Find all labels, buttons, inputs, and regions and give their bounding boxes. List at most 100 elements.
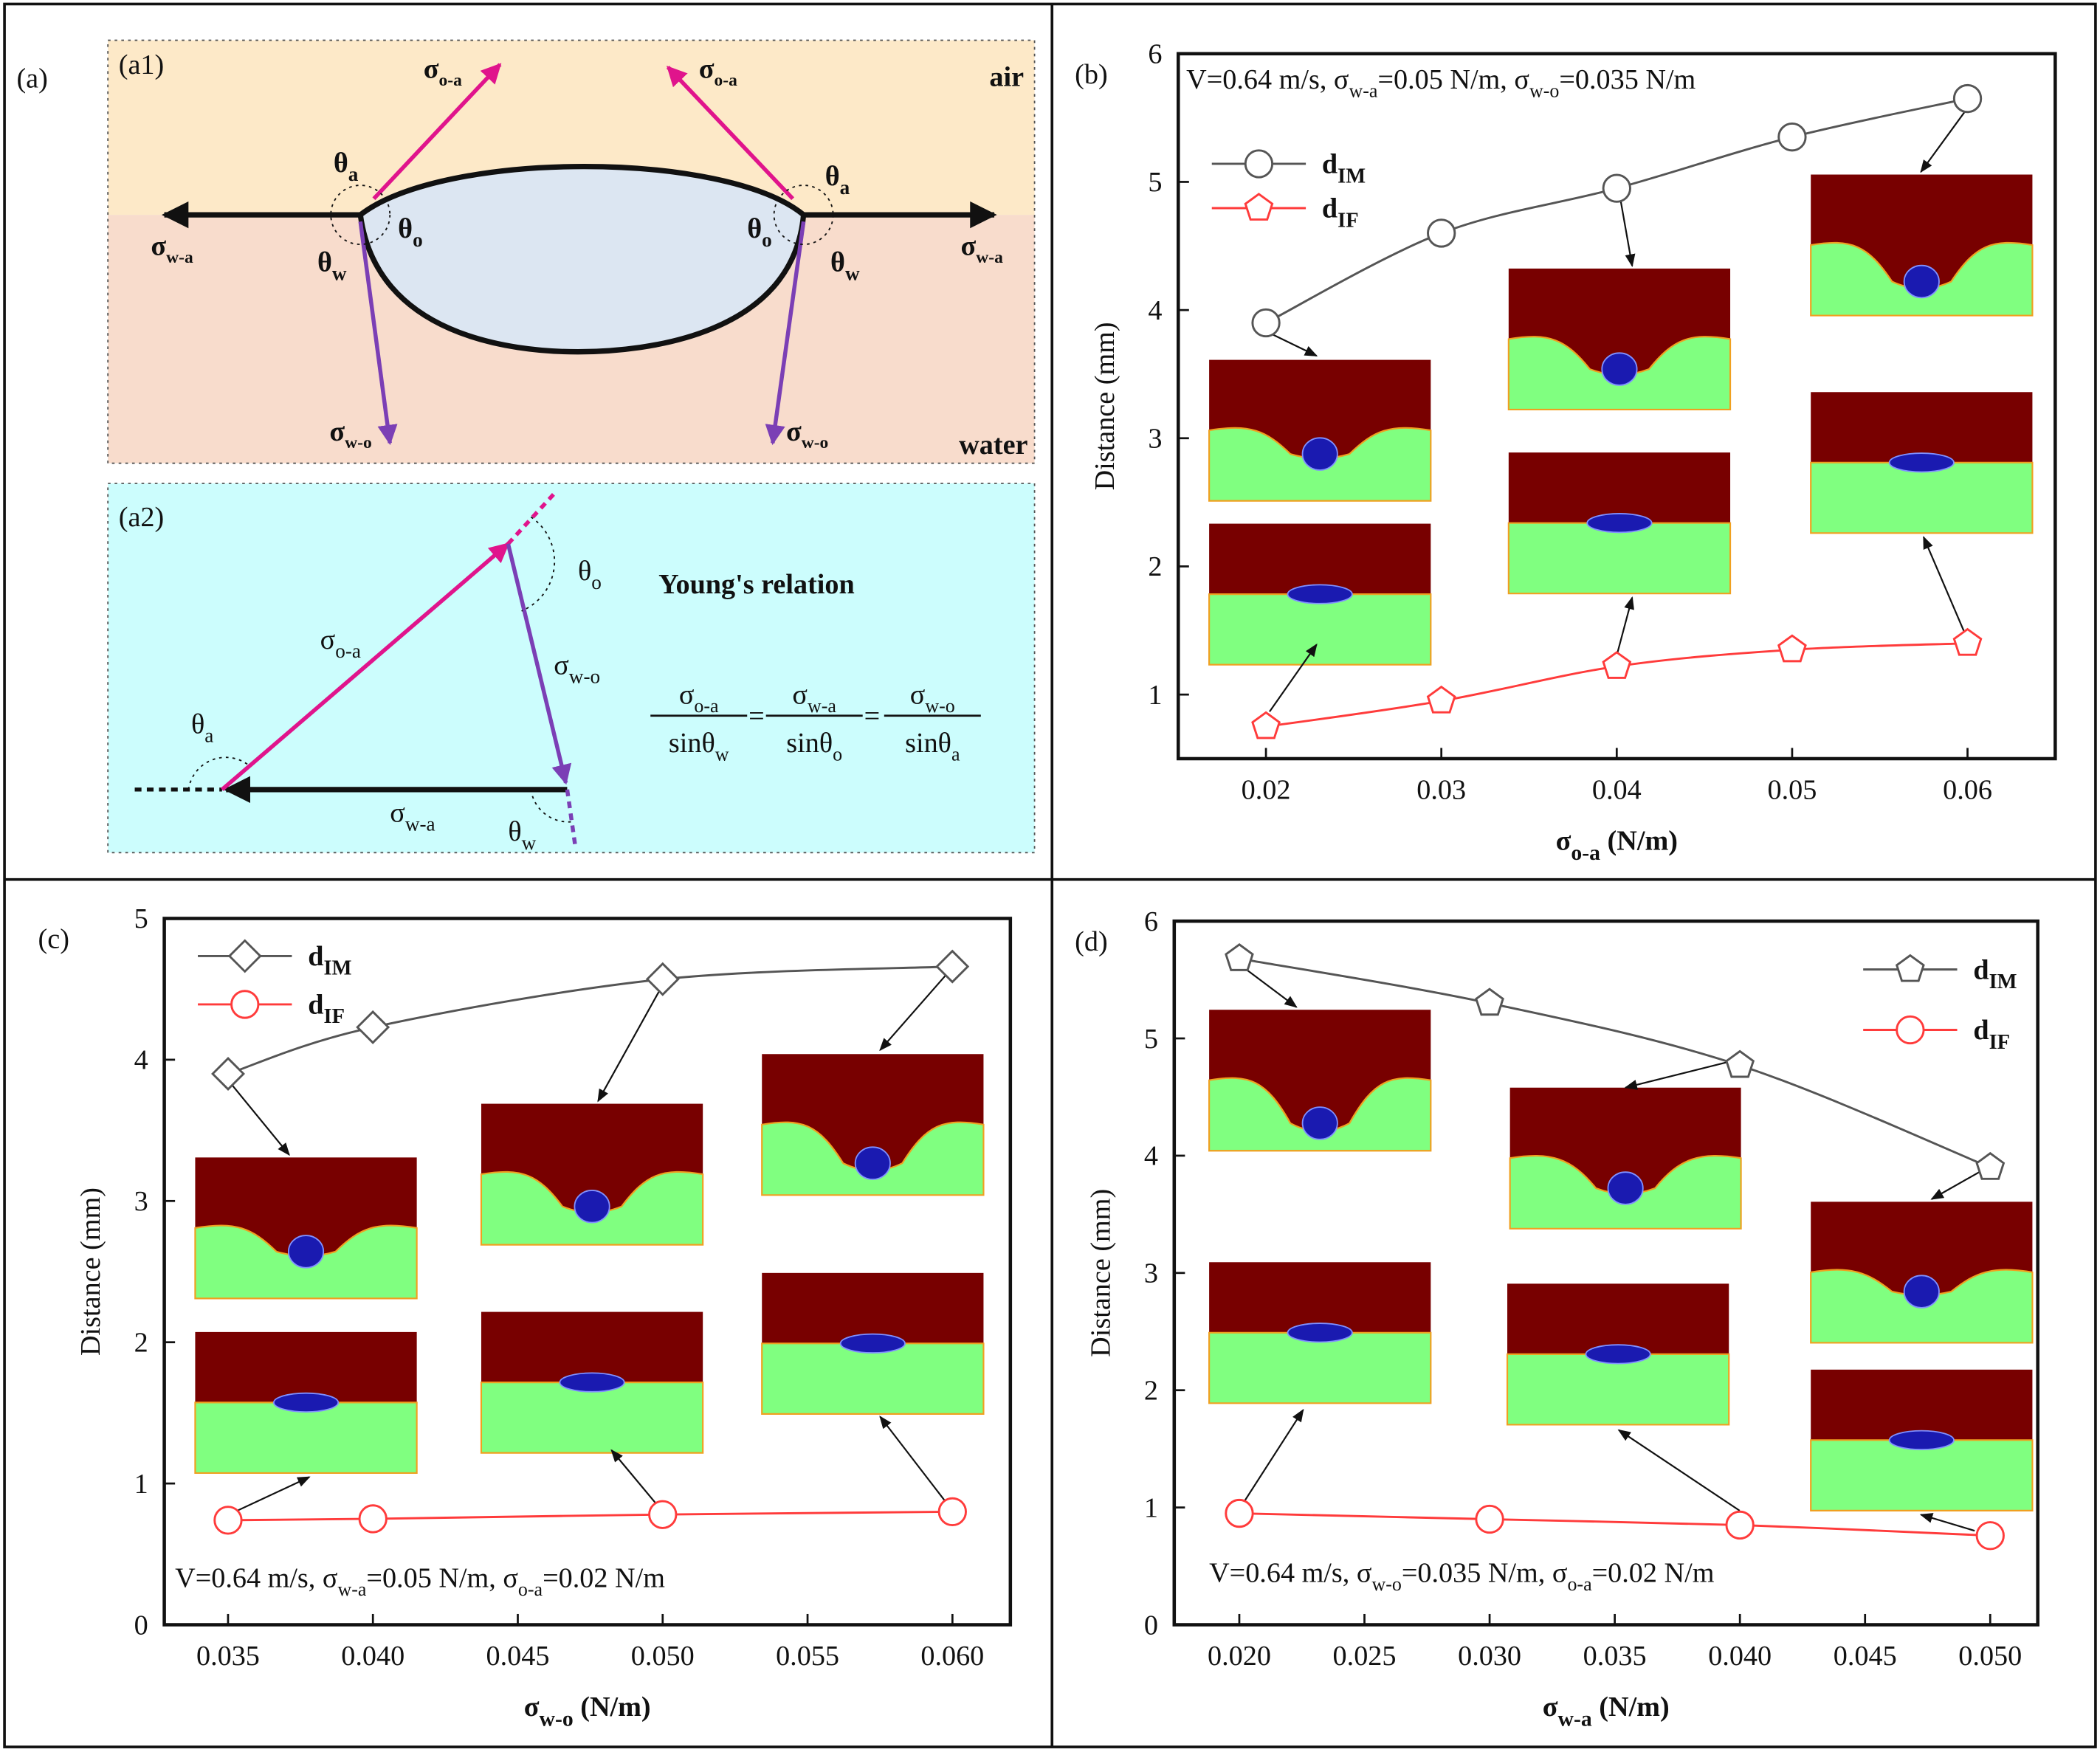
panel-label: (a) [16,63,47,94]
y-tick-label: 4 [1144,1141,1158,1172]
inset-drop [1903,1275,1940,1309]
text-part: o-a [439,71,463,90]
text-part: w [332,263,347,285]
text-part: σ [323,1563,338,1594]
formula-den: sinθw [669,728,729,765]
inset-phase [1507,522,1732,595]
arrow [765,221,806,446]
text-part: d [308,941,323,972]
diagram-label: σw-o [786,416,828,452]
legend-label: dIM [1973,954,2017,993]
text-part: σ [679,679,695,710]
text-part: V=0.64 m/s, [1209,1557,1357,1588]
inset-drop [1301,1106,1338,1140]
angle-arc [530,789,571,823]
text-part: d [1322,193,1338,224]
inset-phase [1810,461,2034,534]
x-tick-label: 0.04 [1592,775,1642,806]
x-tick-label: 0.02 [1242,775,1291,806]
text-part: =0.035 N/m [1559,64,1696,95]
pointer-arrow [228,1080,290,1156]
marker [1725,1510,1755,1540]
x-tick-label: 0.035 [1583,1641,1647,1672]
pointer-arrow [610,1449,659,1508]
operator: = [864,700,881,731]
x-tick-label: 0.040 [1708,1641,1772,1672]
pointer-arrow [1242,1408,1304,1505]
x-tick-label: 0.050 [1958,1641,2022,1672]
text-part: w-a [1349,80,1378,102]
marker [1602,173,1631,203]
x-tick-label: 0.035 [196,1641,260,1672]
text-part: σ [151,231,166,262]
angle-arc [521,516,556,612]
arrow [506,543,572,785]
inset-drop [272,1392,340,1413]
angle-arc [330,185,391,246]
inset-drop [559,1372,625,1393]
y-tick-label: 2 [134,1327,148,1358]
pointer-arrow [228,1476,311,1516]
text-part: IF [1989,1031,2010,1054]
text-part: w-o [540,1707,574,1731]
text-part: θ [398,213,413,244]
marker [227,939,262,973]
y-tick-label: 6 [1144,906,1158,937]
text-part: (N/m) [1600,826,1678,857]
marker [1475,987,1504,1016]
annotation: V=0.64 m/s, σw-o=0.035 N/m, σo-a=0.02 N/… [1209,1557,1715,1594]
text-part: σ [390,797,405,828]
text-part: w-a [337,1579,366,1600]
pointer-arrow [1919,1513,1975,1532]
marker [1952,627,1983,656]
pointer-arrow [1269,332,1318,357]
annotation: V=0.64 m/s, σw-a=0.05 N/m, σo-a=0.02 N/m [175,1563,665,1600]
angle-arc [773,185,834,246]
inset-drop [574,1190,610,1224]
relation-title: Young's relation [658,569,855,600]
text-part: d [1973,954,1989,985]
legend-label: dIF [1322,193,1359,232]
legend-label: dIF [1973,1015,2010,1054]
y-axis-label: Distance (mm) [75,1187,106,1356]
series-line [1239,957,1991,1169]
arrow [358,221,398,446]
text-part: d [1322,149,1338,180]
marker [1952,83,1983,114]
y-tick-label: 0 [134,1610,148,1641]
text-part: a [348,163,359,185]
text-part: σ [554,649,569,680]
inset-drop [1586,513,1653,534]
panel-label: (b) [1075,59,1108,90]
text-part: σ [961,231,977,262]
y-axis-label: Distance (mm) [1089,322,1120,490]
x-tick-label: 0.030 [1458,1641,1521,1672]
series-line [227,965,953,1075]
diagram-label: θw [317,247,347,285]
marker [1251,711,1281,739]
text-part: σ [524,1692,540,1723]
text-part: sinθ [905,728,951,759]
series-line [1239,1512,1991,1537]
marker [211,1057,245,1091]
text-part: sinθ [786,728,833,759]
text-part: θ [508,816,521,847]
panel-label: (c) [38,924,69,955]
inset-drop [1287,584,1353,604]
x-axis-label: σo-a (N/m) [1556,826,1678,865]
panel-a [107,39,1036,854]
text-part: θ [191,708,204,739]
text-part: σ [320,624,336,655]
text-part: w-o [569,665,600,687]
text-part: IM [324,957,352,980]
marker [1225,1498,1254,1528]
marker [1777,123,1807,152]
marker [1602,651,1632,679]
text-part: IM [1989,970,2017,993]
y-tick-label: 6 [1148,39,1162,70]
formula-num: σw-o [910,679,955,716]
x-tick-label: 0.045 [486,1641,550,1672]
annotation: V=0.64 m/s, σw-a=0.05 N/m, σw-o=0.035 N/… [1186,64,1696,101]
formula-den: sinθa [905,728,960,765]
sub-label: (a1) [119,49,164,80]
